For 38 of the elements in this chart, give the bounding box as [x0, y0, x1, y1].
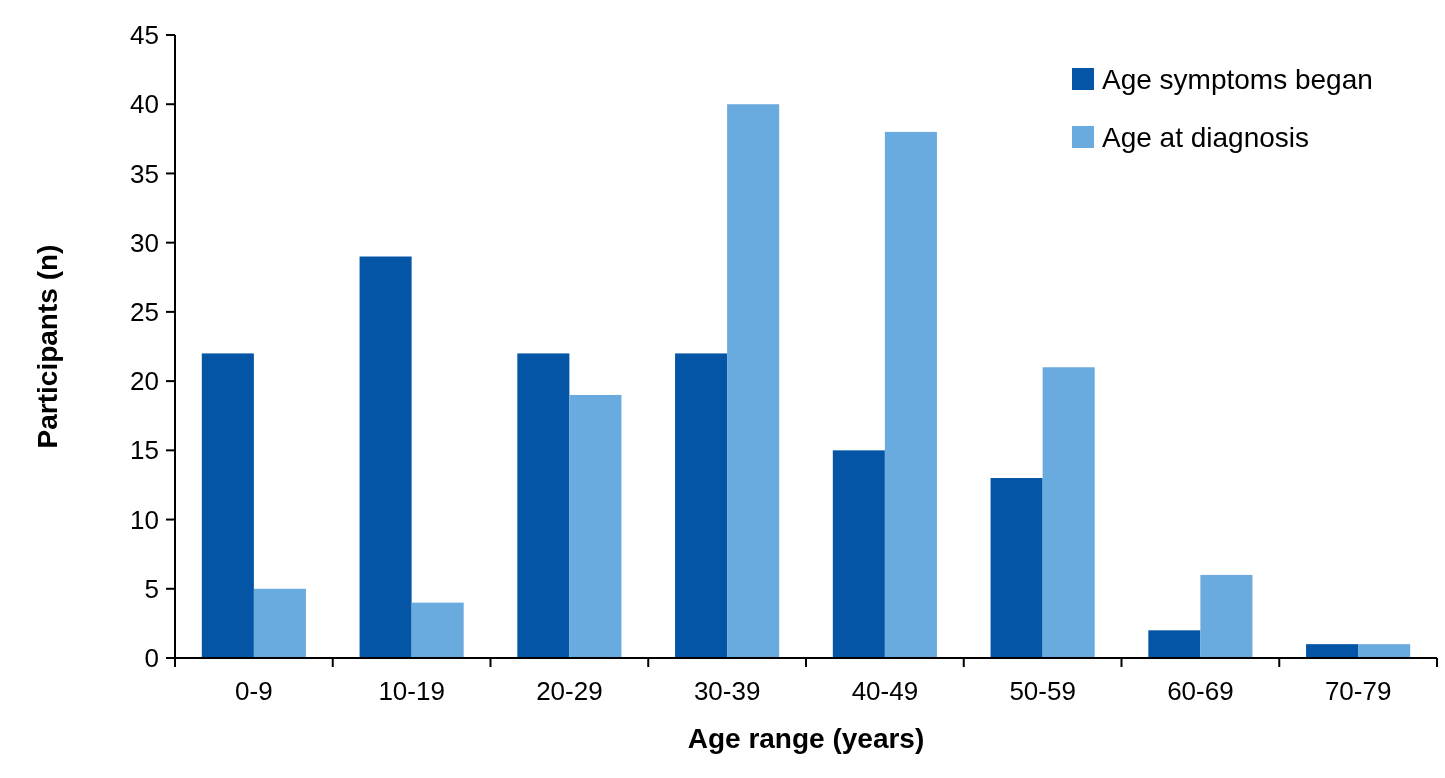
x-tick-label: 10-19 [378, 676, 445, 706]
x-tick-label: 50-59 [1009, 676, 1076, 706]
bar [517, 353, 570, 658]
bar [675, 353, 728, 658]
bar [990, 478, 1043, 658]
y-tick-label: 45 [130, 20, 159, 51]
bar [201, 353, 254, 658]
bar [1200, 574, 1253, 658]
x-tick-label: 0-9 [235, 676, 273, 706]
y-tick-label: 25 [130, 296, 159, 327]
legend-label: Age symptoms began [1102, 63, 1373, 95]
y-axis-title: Participants (n) [32, 244, 63, 449]
y-tick-label: 0 [144, 643, 159, 674]
y-tick-label: 10 [130, 504, 159, 535]
bar [253, 588, 306, 658]
bar [359, 256, 412, 658]
y-tick-label: 40 [130, 89, 159, 120]
bar [1306, 644, 1359, 658]
legend-label: Age at diagnosis [1102, 121, 1310, 153]
x-tick-label: 30-39 [693, 676, 761, 706]
y-tick-label: 5 [144, 573, 159, 604]
bar [1358, 644, 1411, 658]
bar [569, 394, 622, 658]
x-tick-label: 40-49 [851, 676, 919, 706]
bar [1148, 630, 1201, 658]
x-tick-label: 60-69 [1167, 676, 1234, 706]
x-tick-label: 20-29 [536, 676, 603, 706]
y-tick-label: 20 [130, 366, 159, 397]
bar [1042, 367, 1095, 658]
bar [832, 450, 885, 658]
bar [727, 104, 780, 658]
bar [884, 131, 937, 658]
y-tick-label: 30 [130, 227, 159, 258]
bar [411, 602, 464, 658]
x-axis-title: Age range (years) [687, 723, 925, 754]
x-tick-label: 70-79 [1324, 676, 1392, 706]
y-tick-label: 15 [130, 435, 159, 466]
y-tick-label: 35 [130, 158, 159, 189]
